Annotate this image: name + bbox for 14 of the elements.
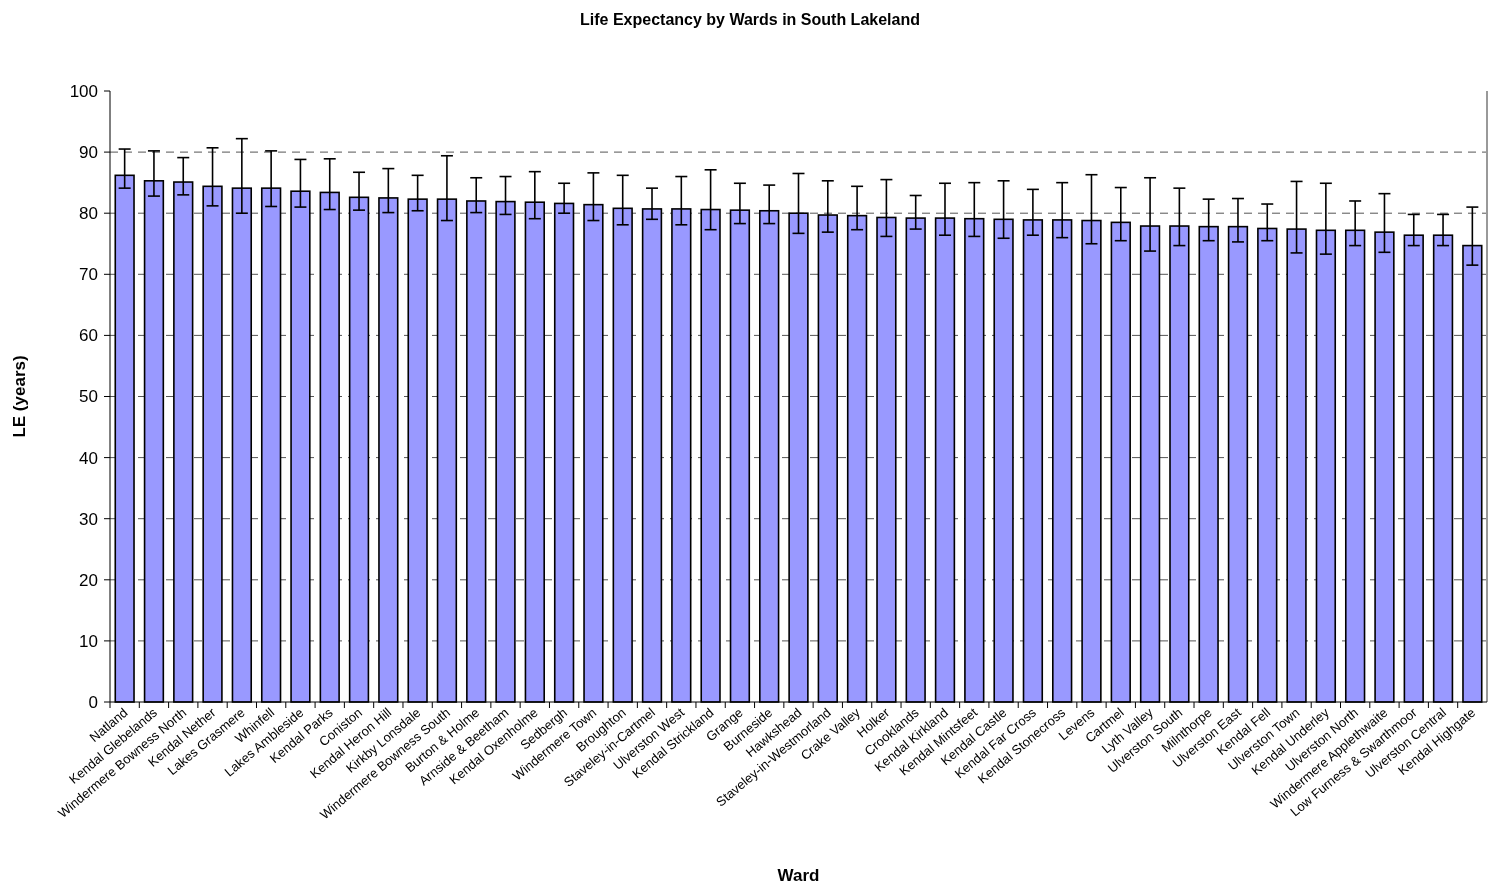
y-tick-label: 60 — [79, 326, 98, 346]
y-tick-label: 50 — [79, 387, 98, 407]
y-tick-label: 70 — [79, 265, 98, 285]
x-axis-title: Ward — [777, 866, 820, 885]
y-tick-label: 0 — [88, 692, 98, 712]
y-tick-label: 90 — [79, 143, 98, 163]
chart-title: Life Expectancy by Wards in South Lakeland — [580, 11, 920, 28]
y-tick-label: 30 — [79, 509, 98, 529]
y-tick-label: 20 — [79, 570, 98, 590]
y-tick-label: 100 — [69, 81, 98, 101]
y-tick-label: 40 — [79, 448, 98, 468]
y-axis-title: LE (years) — [10, 355, 29, 438]
y-tick-label: 10 — [79, 631, 98, 651]
y-tick-label: 80 — [79, 204, 98, 224]
